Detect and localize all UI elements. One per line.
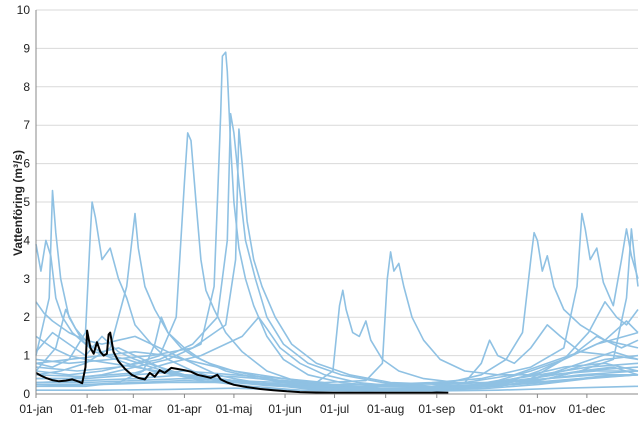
y-tick-label: 3 (23, 272, 30, 286)
y-tick-label: 0 (23, 387, 30, 401)
highlight-series-group (35, 329, 449, 394)
x-tick-label: 01-dec (569, 402, 606, 416)
background-series-group (35, 51, 639, 392)
background-series-line (36, 251, 638, 384)
background-series-line (35, 228, 639, 389)
y-tick-labels: 0 1 2 3 4 5 6 7 8 9 10 (17, 3, 31, 401)
x-tick-label: 01-aug (367, 402, 404, 416)
x-tick-label: 01-nov (519, 402, 556, 416)
background-series-line (36, 385, 639, 392)
y-tick-label: 1 (23, 349, 30, 363)
x-tick-label: 01-feb (70, 402, 104, 416)
y-axis-label: Vattenföring (m³/s) (11, 150, 25, 256)
y-tick-label: 2 (23, 310, 30, 324)
y-tick-label: 8 (23, 80, 30, 94)
x-tick-label: 01-jun (268, 402, 301, 416)
background-series-line (35, 128, 639, 386)
background-series-line (36, 320, 639, 388)
y-tick-label: 6 (23, 157, 30, 171)
y-tick-label: 7 (23, 118, 30, 132)
x-tick-labels: 01-jan 01-feb 01-mar 01-apr 01-maj 01-jun 01-j… (19, 394, 605, 416)
x-tick-label: 01-mar (114, 402, 152, 416)
y-tick-label: 10 (17, 3, 31, 17)
highlight-series-line (35, 329, 449, 394)
y-tick-label: 9 (23, 41, 30, 55)
x-tick-label: 01-jul (320, 402, 349, 416)
background-series-line (36, 316, 639, 391)
background-series-line (35, 201, 639, 391)
y-tick-label: 4 (23, 233, 30, 247)
x-tick-label: 01-apr (167, 402, 202, 416)
x-tick-label: 01-jan (19, 402, 52, 416)
x-tick-label: 01-sep (418, 402, 455, 416)
x-tick-label: 01-maj (216, 402, 253, 416)
background-series-line (35, 112, 639, 388)
x-tick-label: 01-okt (470, 402, 504, 416)
y-tick-label: 5 (23, 195, 30, 209)
gridlines (36, 9, 638, 357)
